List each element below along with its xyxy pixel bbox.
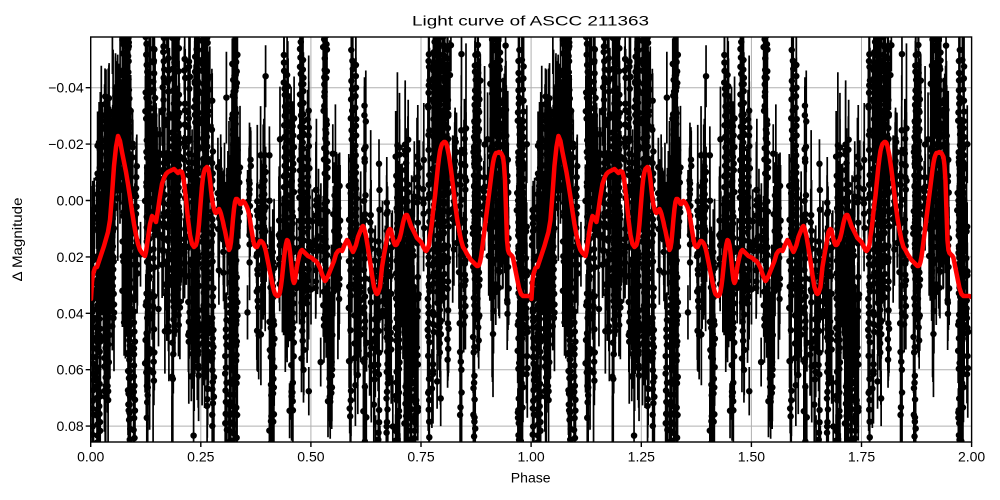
svg-text:0.06: 0.06 xyxy=(56,362,83,378)
svg-text:0.00: 0.00 xyxy=(77,449,104,465)
svg-text:Δ Magnitude: Δ Magnitude xyxy=(9,197,25,281)
svg-text:0.04: 0.04 xyxy=(56,305,83,321)
svg-text:Light curve of ASCC 211363: Light curve of ASCC 211363 xyxy=(412,13,649,29)
svg-text:Phase: Phase xyxy=(511,470,551,486)
svg-text:0.02: 0.02 xyxy=(56,249,83,265)
svg-text:2.00: 2.00 xyxy=(958,449,985,465)
svg-text:0.08: 0.08 xyxy=(56,418,83,434)
svg-text:1.50: 1.50 xyxy=(738,449,765,465)
svg-text:0.50: 0.50 xyxy=(297,449,324,465)
svg-text:1.00: 1.00 xyxy=(517,449,544,465)
svg-text:0.00: 0.00 xyxy=(56,193,83,209)
svg-text:0.75: 0.75 xyxy=(407,449,434,465)
svg-text:−0.02: −0.02 xyxy=(48,136,84,152)
svg-text:1.25: 1.25 xyxy=(628,449,655,465)
svg-text:1.75: 1.75 xyxy=(848,449,875,465)
svg-text:0.25: 0.25 xyxy=(187,449,214,465)
svg-text:−0.04: −0.04 xyxy=(48,80,84,96)
